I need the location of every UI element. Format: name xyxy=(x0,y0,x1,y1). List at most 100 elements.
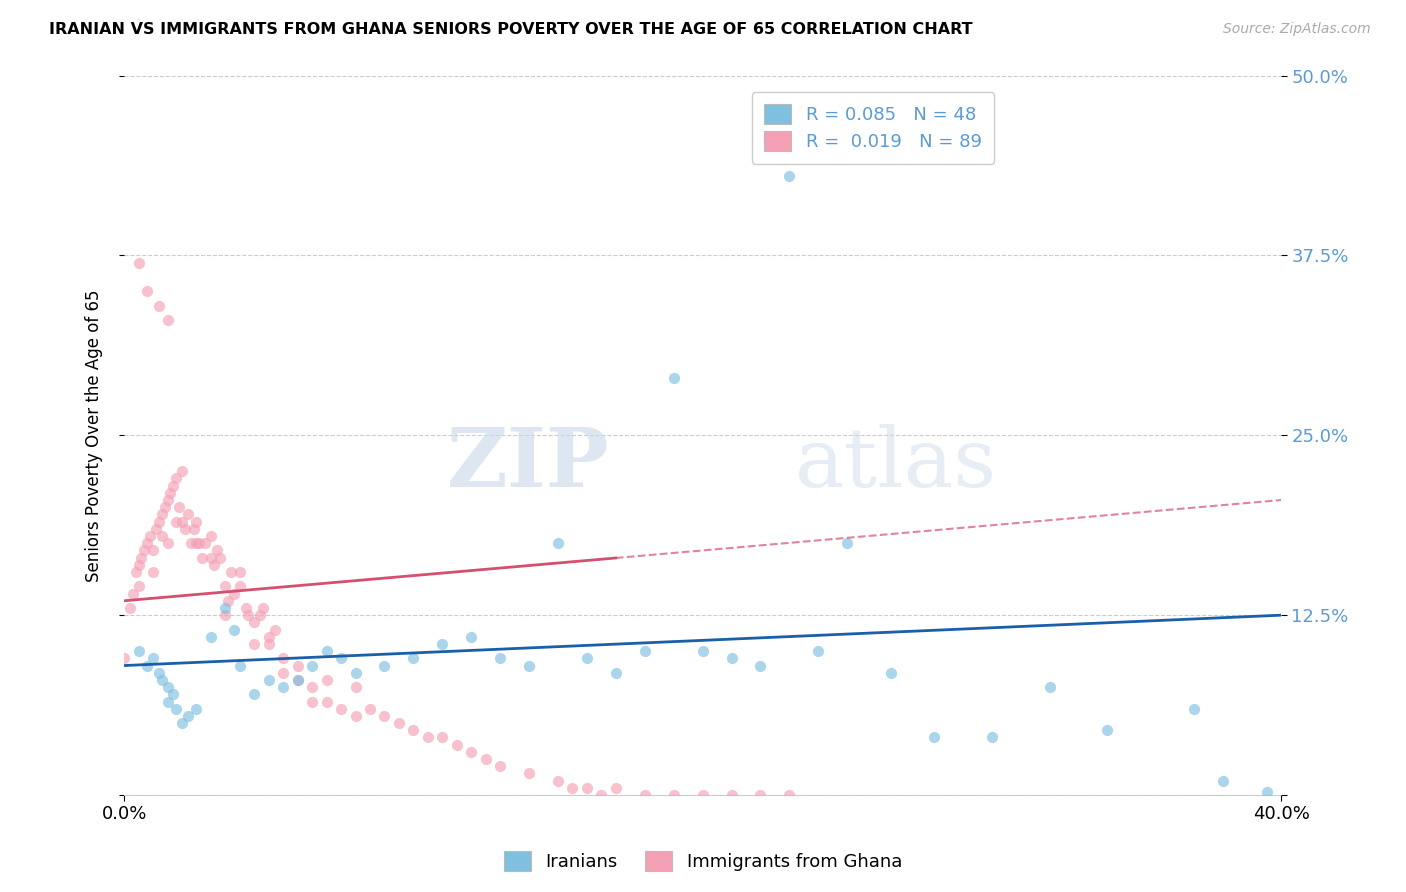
Point xyxy=(200,529,222,543)
Point xyxy=(432,731,454,745)
Point xyxy=(131,550,153,565)
Point xyxy=(243,687,266,701)
Point xyxy=(344,665,367,680)
Point xyxy=(156,313,179,327)
Point xyxy=(257,630,280,644)
Point xyxy=(200,550,222,565)
Point xyxy=(205,543,228,558)
Point xyxy=(128,579,150,593)
Point xyxy=(214,579,236,593)
Point xyxy=(301,680,323,694)
Point xyxy=(416,731,439,745)
Point xyxy=(807,644,830,658)
Point xyxy=(150,673,173,687)
Point xyxy=(156,680,179,694)
Point xyxy=(778,169,800,184)
Text: ZIP: ZIP xyxy=(447,424,610,504)
Point xyxy=(183,522,205,536)
Point xyxy=(188,536,211,550)
Point xyxy=(720,788,742,802)
Point xyxy=(778,788,800,802)
Point xyxy=(134,543,156,558)
Point xyxy=(194,536,217,550)
Point xyxy=(112,651,135,665)
Point xyxy=(180,536,202,550)
Point xyxy=(373,658,395,673)
Text: atlas: atlas xyxy=(796,424,997,504)
Point xyxy=(177,508,200,522)
Point xyxy=(547,773,569,788)
Point xyxy=(605,780,627,795)
Point xyxy=(634,788,657,802)
Point xyxy=(373,709,395,723)
Point xyxy=(561,780,583,795)
Point xyxy=(252,601,274,615)
Point xyxy=(446,738,468,752)
Point xyxy=(170,716,193,731)
Point xyxy=(1182,702,1205,716)
Point xyxy=(148,515,170,529)
Point xyxy=(547,536,569,550)
Point xyxy=(142,543,165,558)
Y-axis label: Seniors Poverty Over the Age of 65: Seniors Poverty Over the Age of 65 xyxy=(86,289,103,582)
Point xyxy=(402,723,425,738)
Point xyxy=(575,651,598,665)
Text: IRANIAN VS IMMIGRANTS FROM GHANA SENIORS POVERTY OVER THE AGE OF 65 CORRELATION : IRANIAN VS IMMIGRANTS FROM GHANA SENIORS… xyxy=(49,22,973,37)
Point xyxy=(128,644,150,658)
Point xyxy=(142,565,165,579)
Point xyxy=(605,665,627,680)
Point xyxy=(156,536,179,550)
Legend: R = 0.085   N = 48, R =  0.019   N = 89: R = 0.085 N = 48, R = 0.019 N = 89 xyxy=(752,92,994,164)
Point xyxy=(749,658,772,673)
Point xyxy=(125,565,148,579)
Point xyxy=(118,601,141,615)
Point xyxy=(229,658,252,673)
Point xyxy=(162,687,184,701)
Point xyxy=(243,637,266,651)
Point xyxy=(222,586,245,600)
Point xyxy=(388,716,411,731)
Point xyxy=(136,285,159,299)
Point xyxy=(489,651,512,665)
Point xyxy=(301,658,323,673)
Point xyxy=(162,478,184,492)
Point xyxy=(330,702,353,716)
Point xyxy=(186,536,208,550)
Point xyxy=(249,608,271,623)
Point xyxy=(315,673,337,687)
Point xyxy=(128,558,150,572)
Point xyxy=(517,766,540,780)
Point xyxy=(634,644,657,658)
Point xyxy=(229,565,252,579)
Point xyxy=(208,550,231,565)
Point xyxy=(749,788,772,802)
Point xyxy=(271,665,294,680)
Point xyxy=(148,299,170,313)
Point xyxy=(460,630,482,644)
Point xyxy=(1039,680,1062,694)
Point xyxy=(330,651,353,665)
Point xyxy=(165,471,187,485)
Point xyxy=(214,601,236,615)
Point xyxy=(692,788,714,802)
Point xyxy=(121,586,143,600)
Point xyxy=(136,536,159,550)
Point xyxy=(235,601,257,615)
Point xyxy=(662,370,685,384)
Point xyxy=(139,529,162,543)
Point xyxy=(200,630,222,644)
Text: Source: ZipAtlas.com: Source: ZipAtlas.com xyxy=(1223,22,1371,37)
Legend: Iranians, Immigrants from Ghana: Iranians, Immigrants from Ghana xyxy=(496,844,910,879)
Point xyxy=(222,623,245,637)
Point xyxy=(692,644,714,658)
Point xyxy=(879,665,901,680)
Point xyxy=(432,637,454,651)
Point xyxy=(170,464,193,478)
Point xyxy=(170,515,193,529)
Point xyxy=(301,694,323,708)
Point xyxy=(287,673,309,687)
Point xyxy=(517,658,540,673)
Point xyxy=(238,608,260,623)
Point xyxy=(271,680,294,694)
Point xyxy=(186,702,208,716)
